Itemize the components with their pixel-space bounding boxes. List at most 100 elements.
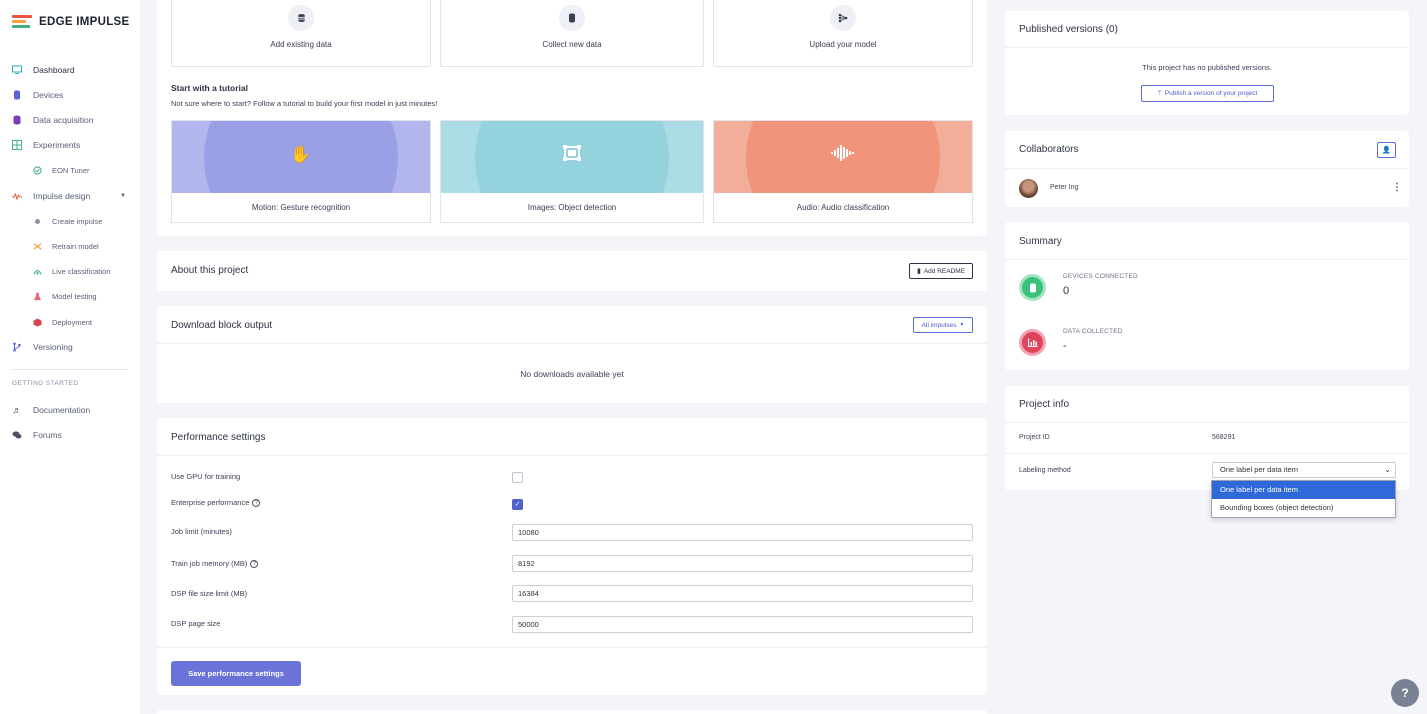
sidebar-item-impulse-design[interactable]: Impulse design ▼ <box>12 189 126 203</box>
job-limit-label: Job limit (minutes) <box>171 527 232 536</box>
labeling-method-dropdown: One label per data item Bounding boxes (… <box>1211 480 1396 518</box>
download-block-card: Download block output All impulses ▼ No … <box>157 306 987 403</box>
sidebar-item-create-impulse[interactable]: Create impulse <box>33 214 102 228</box>
add-readme-button[interactable]: ▮ Add README <box>909 263 973 279</box>
summary-label: DATA COLLECTED <box>1063 328 1123 335</box>
tutorial-title: Start with a tutorial <box>171 83 248 93</box>
sidebar-item-devices[interactable]: Devices <box>12 88 63 102</box>
database-icon <box>288 5 314 31</box>
labeling-option-bounding-boxes[interactable]: Bounding boxes (object detection) <box>1220 503 1334 512</box>
train-memory-label-row: Train job memory (MB)? <box>171 559 259 569</box>
flask-icon <box>33 292 42 301</box>
add-readme-label: Add README <box>923 267 966 275</box>
sidebar-item-forums[interactable]: Forums <box>12 428 62 442</box>
impulse-filter-select[interactable]: All impulses ▼ <box>913 317 973 333</box>
tutorial-audio-classification[interactable]: Audio: Audio classification <box>713 120 973 223</box>
tutorial-gesture-recognition[interactable]: ✋ Motion: Gesture recognition <box>171 120 431 223</box>
job-limit-input[interactable]: 10080 <box>512 524 973 541</box>
help-icon[interactable]: ? <box>252 499 261 508</box>
chevron-down-icon: ▼ <box>120 193 126 199</box>
brand-logo[interactable]: EDGE IMPULSE <box>12 14 130 30</box>
train-memory-input[interactable]: 8192 <box>512 555 973 572</box>
gpu-checkbox[interactable] <box>512 472 523 483</box>
published-versions-card: Published versions (0) This project has … <box>1005 11 1409 115</box>
summary-value: 0 <box>1063 285 1070 297</box>
sidebar-item-label: Documentation <box>33 405 91 415</box>
published-title: Published versions (0) <box>1019 24 1118 35</box>
sidebar-item-eon-tuner[interactable]: EON Tuner <box>33 163 90 177</box>
labeling-method-value: One label per data item <box>1220 465 1298 474</box>
chevron-down-icon: ⌄ <box>1384 465 1391 474</box>
summary-value: - <box>1063 340 1067 352</box>
dsp-file-limit-input[interactable]: 16384 <box>512 585 973 602</box>
next-card <box>157 710 987 714</box>
sidebar-item-data-acquisition[interactable]: Data acquisition <box>12 113 93 127</box>
publish-version-label: Publish a version of your project <box>1164 90 1258 97</box>
gpu-label: Use GPU for training <box>171 472 241 481</box>
tile-label: Add existing data <box>270 40 332 49</box>
sidebar-item-dashboard[interactable]: Dashboard <box>12 63 75 77</box>
publish-version-button[interactable]: ᛘ Publish a version of your project <box>1141 85 1274 102</box>
sidebar-item-label: Devices <box>33 90 64 100</box>
chip-icon <box>1019 274 1046 301</box>
sidebar-item-model-testing[interactable]: Model testing <box>33 289 97 303</box>
sidebar-item-label: EON Tuner <box>52 165 90 175</box>
enterprise-checkbox[interactable]: ✓ <box>512 499 523 510</box>
tile-collect-new-data[interactable]: Collect new data <box>440 0 704 67</box>
avatar <box>1019 179 1038 198</box>
performance-settings-card: Performance settings Use GPU for trainin… <box>157 418 987 695</box>
sidebar-item-label: Live classification <box>52 266 111 276</box>
sidebar-item-label: Data acquisition <box>33 115 94 125</box>
sidebar-item-label: Experiments <box>33 140 81 150</box>
summary-label: DEVICES CONNECTED <box>1063 273 1138 280</box>
chip-icon <box>559 5 585 31</box>
help-icon[interactable]: ? <box>250 560 259 569</box>
pulse-icon <box>12 191 22 201</box>
labeling-method-label: Labeling method <box>1019 467 1071 474</box>
published-empty-message: This project has no published versions. <box>1142 63 1272 72</box>
sidebar-item-label: Create impulse <box>52 216 103 226</box>
labeling-method-select[interactable]: One label per data item ⌄ <box>1212 462 1396 478</box>
project-id-label: Project ID <box>1019 434 1050 441</box>
train-memory-label: Train job memory (MB) <box>171 559 248 568</box>
tutorial-label: Motion: Gesture recognition <box>251 203 351 212</box>
object-detect-icon <box>441 145 703 166</box>
chat-icon <box>12 430 22 440</box>
more-options-icon[interactable]: ⋮ <box>1392 182 1402 193</box>
labeling-option-single-label[interactable]: One label per data item <box>1212 481 1395 499</box>
sidebar-item-documentation[interactable]: ♬ Documentation <box>12 403 91 417</box>
tutorial-object-detection[interactable]: Images: Object detection <box>440 120 704 223</box>
tile-add-existing-data[interactable]: Add existing data <box>171 0 431 67</box>
download-title: Download block output <box>171 320 273 331</box>
branch-icon: ᛘ <box>1157 90 1162 97</box>
impulse-filter-value: All impulses <box>921 321 957 329</box>
dsp-page-size-input[interactable]: 50000 <box>512 616 973 633</box>
dsp-file-limit-label: DSP file size limit (MB) <box>171 589 248 598</box>
tile-label: Upload your model <box>809 40 877 49</box>
tutorial-label: Audio: Audio classification <box>796 203 890 212</box>
file-icon: ▮ <box>916 268 921 275</box>
collaborators-card: Collaborators 👤 Peter Ing ⋮ <box>1005 131 1409 207</box>
help-button[interactable]: ? <box>1391 679 1419 707</box>
sidebar-item-deployment[interactable]: Deployment <box>33 315 92 329</box>
summary-devices-connected: DEVICES CONNECTED 0 <box>1019 273 1138 301</box>
sidebar-item-label: Impulse design <box>33 191 91 201</box>
about-project-card: About this project ▮ Add README <box>157 251 987 291</box>
add-collaborator-button[interactable]: 👤 <box>1377 142 1396 158</box>
caret-down-icon: ▼ <box>959 322 965 328</box>
sidebar-item-experiments[interactable]: Experiments <box>12 138 80 152</box>
project-id-value: 568291 <box>1212 434 1236 441</box>
grid-icon <box>12 140 22 150</box>
live-icon <box>33 267 42 276</box>
tile-upload-your-model[interactable]: Upload your model <box>713 0 973 67</box>
sidebar-item-versioning[interactable]: Versioning <box>12 340 73 354</box>
sidebar-item-label: Retrain model <box>52 241 99 251</box>
sidebar-item-retrain-model[interactable]: Retrain model <box>33 239 99 253</box>
target-icon <box>33 165 42 175</box>
save-performance-button[interactable]: Save performance settings <box>171 661 301 686</box>
project-info-title: Project info <box>1019 399 1070 410</box>
about-title: About this project <box>171 265 249 276</box>
summary-data-collected: DATA COLLECTED - <box>1019 328 1123 356</box>
tile-label: Collect new data <box>542 40 602 49</box>
sidebar-item-live-classification[interactable]: Live classification <box>33 264 110 278</box>
